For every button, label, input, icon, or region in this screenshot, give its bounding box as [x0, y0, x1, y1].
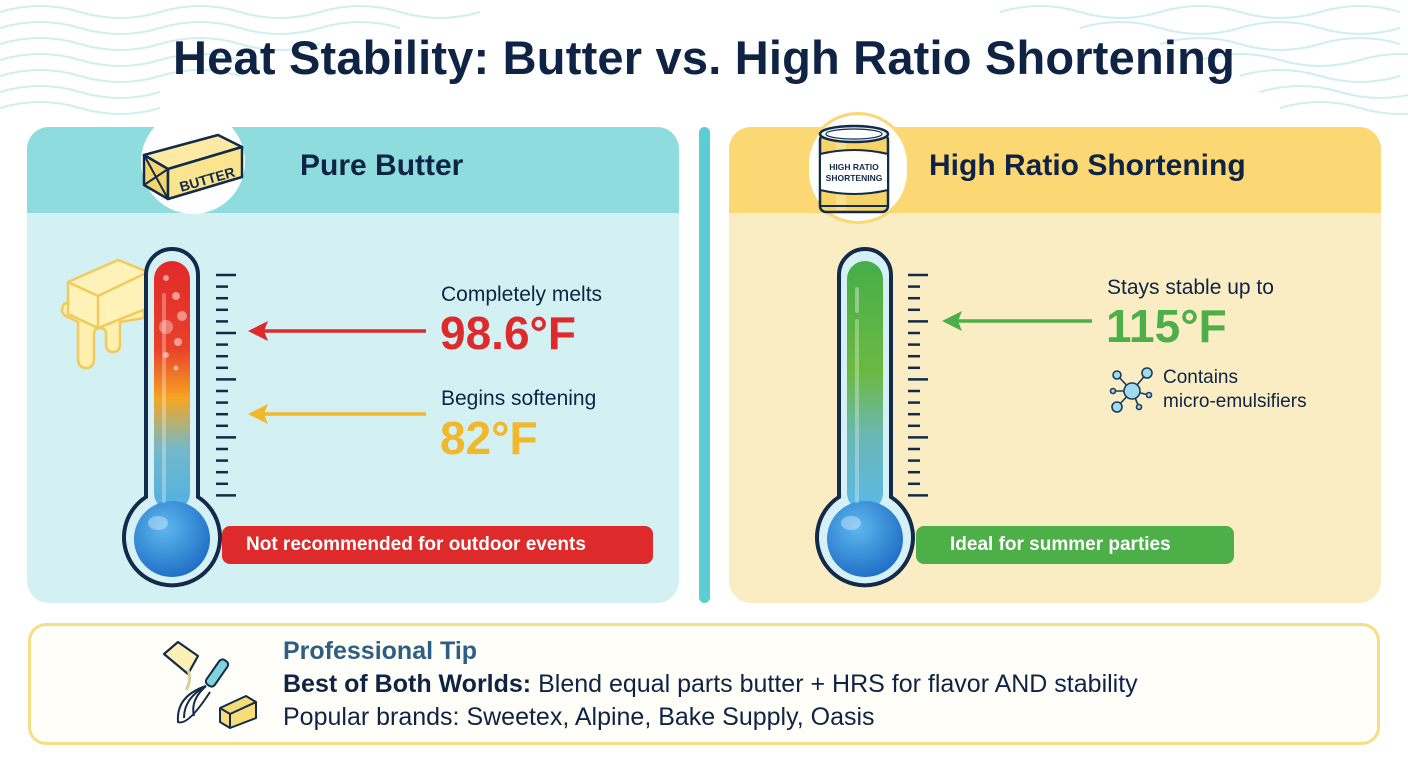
shortening-verdict-text: Ideal for summer parties: [950, 534, 1171, 555]
tip-line1-text: Blend equal parts butter + HRS for flavo…: [531, 670, 1138, 698]
tip-title: Professional Tip: [283, 637, 478, 665]
melt-arrow-icon: [248, 321, 426, 341]
butter-panel-header: Pure Butter: [27, 127, 679, 213]
melt-label: Completely melts: [441, 283, 603, 306]
soften-label: Begins softening: [441, 387, 597, 410]
melt-temperature: 98.6°F: [440, 307, 577, 359]
tip-line1: Best of Both Worlds: Blend equal parts b…: [283, 670, 1138, 699]
stable-temperature: 115°F: [1106, 300, 1227, 352]
svg-text:HIGH RATIO: HIGH RATIO: [829, 162, 879, 172]
butter-verdict-badge: Not recommended for outdoor events: [222, 526, 653, 564]
tip-box: [28, 623, 1380, 745]
tip-brands: Popular brands: Sweetex, Alpine, Bake Su…: [283, 703, 875, 731]
butter-panel-title: Pure Butter: [300, 149, 464, 182]
shortening-panel-title: High Ratio Shortening: [929, 149, 1246, 182]
stable-label: Stays stable up to: [1107, 276, 1274, 299]
tip-bold-lead: Best of Both Worlds:: [283, 670, 532, 698]
center-divider: [699, 127, 710, 603]
butter-verdict-text: Not recommended for outdoor events: [246, 534, 586, 555]
butter-stick-icon: BUTTER: [142, 133, 244, 201]
soften-arrow-icon: [248, 404, 426, 424]
shortening-can-icon: HIGH RATIO SHORTENING: [818, 124, 890, 214]
feature-line1: Contains: [1163, 367, 1238, 388]
shortening-thermometer: [815, 247, 915, 588]
butter-thermometer: [122, 247, 222, 588]
feature-line2: micro-emulsifiers: [1163, 391, 1307, 412]
soften-temperature: 82°F: [440, 412, 538, 464]
svg-text:SHORTENING: SHORTENING: [826, 173, 883, 183]
shortening-scale-ticks: [908, 273, 928, 497]
page-title: Heat Stability: Butter vs. High Ratio Sh…: [173, 31, 1235, 84]
butter-scale-ticks: [216, 273, 236, 497]
melting-butter-icon: [60, 258, 150, 370]
molecule-icon: [1109, 367, 1153, 413]
whisk-and-butter-icon: [162, 640, 257, 729]
stable-arrow-icon: [942, 311, 1092, 331]
shortening-verdict-badge: Ideal for summer parties: [916, 526, 1234, 564]
